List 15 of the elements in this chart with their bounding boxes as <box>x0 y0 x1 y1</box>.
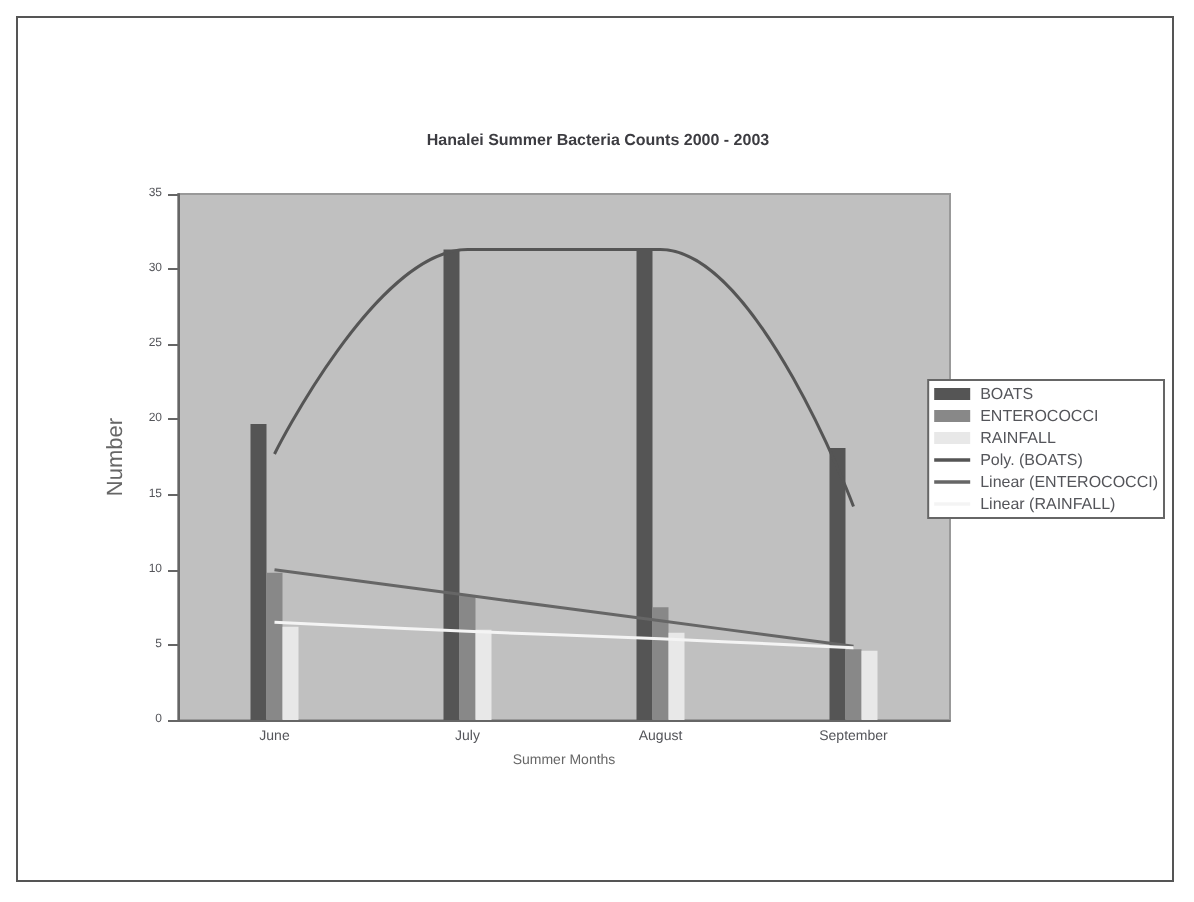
legend-label: Linear (RAINFALL) <box>980 495 1117 513</box>
legend-label: BOATS <box>980 385 1034 403</box>
line-series <box>273 568 855 648</box>
chart-title: Hanalei Summer Bacteria Counts 2000 - 2003 <box>426 131 771 149</box>
legend-label: ENTEROCOCCI <box>980 407 1099 425</box>
bar <box>861 650 878 720</box>
legend-label: Poly. (BOATS) <box>980 451 1084 469</box>
bar <box>652 607 669 720</box>
legend-label: Linear (ENTEROCOCCI) <box>980 473 1159 491</box>
bar <box>459 595 476 720</box>
legend-label: RAINFALL <box>980 429 1057 447</box>
bar <box>250 423 267 720</box>
y-axis-title: Number <box>103 417 128 497</box>
bar <box>266 572 283 720</box>
bar <box>845 649 862 720</box>
